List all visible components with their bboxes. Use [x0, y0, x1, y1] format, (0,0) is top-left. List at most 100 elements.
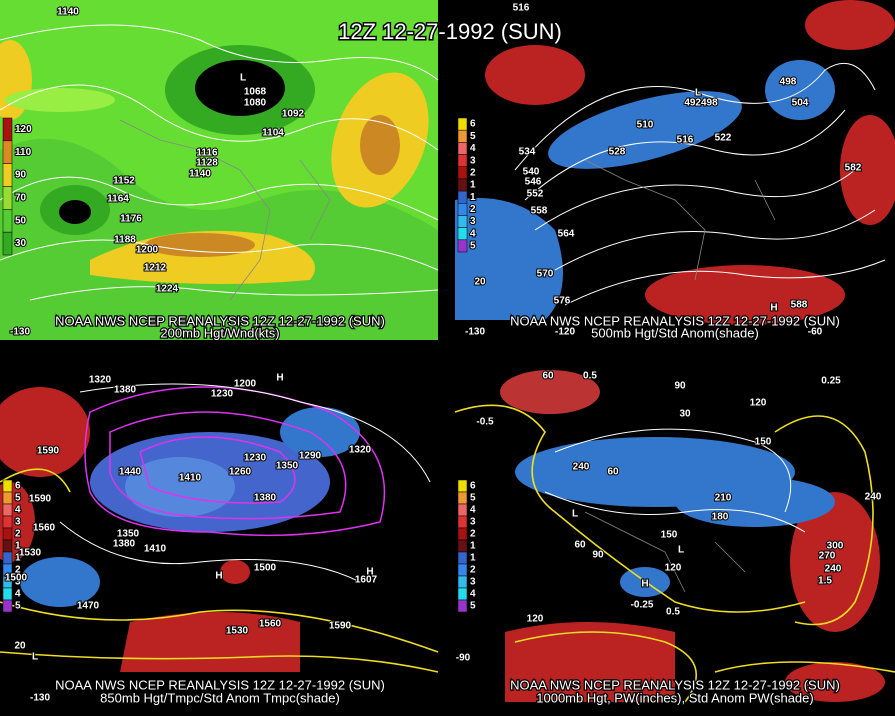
contour-label: 1.5: [818, 576, 832, 587]
legend-swatch: [2, 209, 13, 233]
legend-swatch: [457, 503, 468, 517]
contour-label: -130: [10, 327, 30, 338]
legend-label: 120: [15, 124, 32, 135]
legend-label: 30: [15, 238, 27, 249]
legend-swatch: [457, 515, 468, 529]
contour-label: H: [276, 373, 283, 384]
legend-label: 5: [470, 493, 476, 504]
panel-caption: NOAA NWS NCEP REANALYSIS 12Z 12-27-1992 …: [55, 313, 385, 328]
legend-label: 1: [470, 192, 476, 203]
contour-label: 516: [513, 3, 530, 14]
legend-label: 4: [15, 505, 21, 516]
legend-label: 2: [470, 204, 476, 215]
legend-swatch: [457, 142, 468, 155]
legend-label: 5: [470, 131, 476, 142]
contour-label: 1080: [244, 98, 267, 109]
contour-label: 1224: [156, 284, 179, 295]
contour-label: 546: [525, 177, 542, 188]
contour-label: L: [32, 652, 38, 663]
contour-label: 60: [574, 540, 586, 551]
legend-label: 2: [470, 565, 476, 576]
contour-label: 498: [780, 77, 797, 88]
contour-label: 90: [592, 550, 604, 561]
legend-swatch: [457, 227, 468, 241]
contour-label: L: [572, 509, 578, 520]
contour-label: 270: [819, 551, 836, 562]
legend-label: 5: [470, 241, 476, 252]
legend-swatch: [457, 491, 468, 505]
contour-label: H: [215, 571, 222, 582]
main-title: 12Z 12-27-1992 (SUN): [338, 19, 562, 44]
contour-label: -0.25: [631, 600, 654, 611]
contour-label: 1410: [144, 544, 167, 555]
legend-label: 1: [15, 553, 21, 564]
contour-label: 1590: [329, 621, 352, 632]
contour-label: 1176: [120, 214, 142, 225]
contour-label: -60: [808, 327, 823, 338]
contour-label: 180: [712, 512, 729, 523]
contour-label: H: [641, 579, 648, 590]
legend-label: 2: [15, 529, 21, 540]
contour-label: 1152: [113, 176, 135, 187]
legend-swatch: [2, 231, 13, 256]
legend-label: 1: [470, 180, 476, 191]
contour-label: 1140: [189, 169, 211, 180]
contour-label: 1260: [229, 467, 252, 478]
legend-label: 3: [15, 577, 21, 588]
legend-swatch: [457, 178, 468, 192]
panel-850mb: 654321123451320138012001230H159014401410…: [0, 372, 439, 716]
contour-label: 1607: [355, 575, 378, 586]
legend-label: 4: [470, 143, 476, 154]
contour-label: 1590: [29, 494, 52, 505]
contour-label: 90: [674, 381, 686, 392]
legend-swatch: [2, 479, 13, 493]
contour-label: 210: [715, 493, 732, 504]
contour-label: 1530: [19, 548, 42, 559]
contour-label: 1530: [226, 626, 249, 637]
contour-label: 1470: [77, 601, 100, 612]
contour-label: L: [240, 73, 246, 84]
legend-swatch: [2, 551, 13, 565]
contour-label: 1092: [282, 109, 305, 120]
legend-swatch: [2, 527, 13, 541]
legend-label: 3: [470, 517, 476, 528]
contour-label: 1350: [117, 529, 140, 540]
contour-label: 492498: [684, 98, 718, 109]
contour-label: 1410: [179, 473, 202, 484]
contour-label: 150: [661, 530, 678, 541]
legend-label: 70: [15, 193, 27, 204]
legend-label: 6: [470, 481, 476, 492]
legend-label: 3: [470, 577, 476, 588]
contour-label: 1116: [196, 148, 218, 159]
panel-subcaption: 1000mb Hgt, PW(inches), Std Anom PW(shad…: [536, 690, 813, 705]
contour-label: 20: [14, 641, 26, 652]
contour-label: 588: [791, 300, 808, 311]
legend-label: 2: [470, 529, 476, 540]
contour-label: 528: [609, 147, 626, 158]
panel-caption: NOAA NWS NCEP REANALYSIS 12Z 12-27-1992 …: [510, 313, 840, 328]
contour-label: H: [770, 303, 777, 314]
legend-label: 5: [470, 601, 476, 612]
contour-label: 1128: [196, 158, 218, 169]
contour-label: 552: [527, 189, 544, 200]
contour-label: 240: [573, 462, 590, 473]
contour-label: 60: [542, 371, 554, 382]
legend-swatch: [457, 479, 468, 493]
contour-label: 1200: [234, 379, 257, 390]
contour-label: -130: [465, 327, 485, 338]
contour-label: 522: [715, 133, 732, 144]
legend-swatch: [457, 563, 468, 577]
panel-subcaption: 500mb Hgt/Std Anom(shade): [591, 325, 759, 340]
legend-swatch: [457, 587, 468, 601]
legend-label: 3: [15, 517, 21, 528]
contour-label: 60: [607, 467, 619, 478]
legend-label: 6: [470, 119, 476, 130]
contour-label: H: [366, 567, 373, 578]
contour-label: 1380: [113, 539, 136, 550]
contour-label: 1230: [244, 453, 267, 464]
contour-label: 1164: [107, 194, 129, 205]
legend-swatch: [457, 190, 468, 204]
panel-subcaption: 200mb Hgt/Wnd(kts): [160, 325, 279, 340]
legend-swatch: [457, 239, 468, 253]
